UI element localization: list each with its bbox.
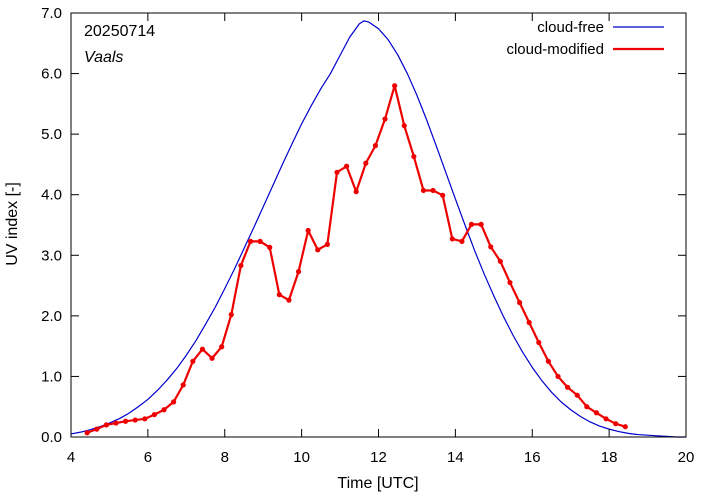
data-point xyxy=(122,418,129,424)
x-tick-label: 12 xyxy=(370,449,387,466)
x-tick-label: 8 xyxy=(221,449,229,466)
data-point xyxy=(401,123,407,129)
axis-tick-labels: 4 6 8 10 12 14 16 18 20 0.0 1.0 2.0 3.0 4.0 5.0 6.0 7.0 xyxy=(41,5,694,466)
legend: cloud-free cloud-modified xyxy=(506,19,664,58)
x-tick-label: 20 xyxy=(678,449,695,466)
data-point xyxy=(603,416,609,422)
data-point xyxy=(372,143,379,149)
data-point xyxy=(392,83,398,89)
data-point xyxy=(613,421,619,427)
data-point xyxy=(516,299,523,306)
y-tick-label: 6.0 xyxy=(41,66,62,83)
x-tick-label: 6 xyxy=(144,449,152,466)
data-point xyxy=(478,221,484,227)
data-point xyxy=(584,404,590,410)
x-axis-label: Time [UTC] xyxy=(337,475,418,492)
data-point xyxy=(430,187,436,194)
data-point xyxy=(411,153,417,160)
data-point xyxy=(555,373,561,380)
data-point xyxy=(171,399,177,405)
data-point xyxy=(142,416,148,422)
x-tick-label: 14 xyxy=(447,449,464,466)
data-point xyxy=(324,241,330,247)
legend-label-cloud-free: cloud-free xyxy=(537,19,604,36)
data-point xyxy=(536,339,542,346)
data-point xyxy=(468,221,475,227)
data-point xyxy=(190,358,196,364)
data-point xyxy=(267,244,273,251)
data-point xyxy=(151,411,158,418)
y-axis-label: UV index [-] xyxy=(4,182,21,266)
plot-frame xyxy=(70,12,687,438)
data-point xyxy=(94,426,100,432)
data-point xyxy=(382,116,388,122)
y-tick-label: 3.0 xyxy=(41,247,62,264)
y-tick-label: 1.0 xyxy=(41,368,62,385)
series-layer xyxy=(70,20,686,438)
data-point xyxy=(257,238,263,244)
data-point xyxy=(344,163,350,169)
data-point xyxy=(497,258,503,264)
y-tick-label: 7.0 xyxy=(41,5,62,22)
data-point xyxy=(315,247,321,253)
x-tick-label: 10 xyxy=(293,449,310,466)
data-point xyxy=(84,430,90,436)
data-point xyxy=(247,238,254,244)
markers-layer xyxy=(84,83,628,436)
data-point xyxy=(593,410,600,416)
y-tick-label: 2.0 xyxy=(41,308,62,325)
series-line-cloud-free xyxy=(70,20,686,438)
data-point xyxy=(488,244,494,250)
y-tick-label: 4.0 xyxy=(41,187,62,204)
series-line-cloud-modified xyxy=(86,84,626,434)
x-tick-label: 16 xyxy=(524,449,541,466)
data-point xyxy=(305,227,311,234)
legend-label-cloud-modified: cloud-modified xyxy=(506,41,604,58)
data-point xyxy=(420,187,427,194)
data-point xyxy=(295,269,302,275)
data-point xyxy=(449,236,455,242)
data-point xyxy=(161,407,167,413)
data-point xyxy=(565,384,571,390)
data-point xyxy=(353,189,359,195)
data-point xyxy=(574,392,580,398)
data-point xyxy=(622,424,628,430)
x-tick-label: 18 xyxy=(601,449,618,466)
data-point xyxy=(459,238,465,244)
data-point xyxy=(113,420,119,426)
y-tick-label: 0.0 xyxy=(41,429,62,446)
data-point xyxy=(276,292,282,298)
y-tick-label: 5.0 xyxy=(41,126,62,143)
data-point xyxy=(199,346,206,352)
plot-border xyxy=(70,12,687,438)
data-point xyxy=(286,297,292,303)
axis-ticks xyxy=(70,12,687,438)
data-point xyxy=(334,169,340,175)
data-point xyxy=(363,160,369,166)
data-point xyxy=(526,319,532,326)
data-point xyxy=(180,382,186,388)
data-point xyxy=(440,192,446,198)
data-point xyxy=(507,279,513,286)
data-point xyxy=(132,417,138,423)
data-point xyxy=(209,355,215,361)
date-annotation: 20250714 xyxy=(84,23,155,40)
data-point xyxy=(238,262,244,269)
data-point xyxy=(228,312,234,318)
data-point xyxy=(219,344,225,350)
data-point xyxy=(103,422,109,428)
location-annotation: Vaals xyxy=(84,49,123,66)
x-tick-label: 4 xyxy=(67,449,75,466)
data-point xyxy=(545,358,551,364)
